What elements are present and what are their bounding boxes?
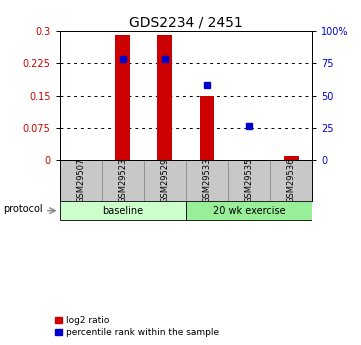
Legend: log2 ratio, percentile rank within the sample: log2 ratio, percentile rank within the s… — [55, 316, 219, 337]
Bar — [284, 156, 299, 160]
Text: GSM29535: GSM29535 — [245, 158, 253, 203]
Bar — [116, 35, 130, 160]
Bar — [200, 96, 214, 160]
Text: protocol: protocol — [4, 204, 43, 214]
Text: GSM29529: GSM29529 — [160, 158, 169, 203]
Text: GSM29523: GSM29523 — [118, 158, 127, 203]
Text: GSM29536: GSM29536 — [287, 158, 296, 203]
Text: GSM29507: GSM29507 — [76, 158, 85, 203]
Text: GSM29533: GSM29533 — [203, 158, 212, 203]
FancyBboxPatch shape — [60, 201, 186, 220]
Text: 20 wk exercise: 20 wk exercise — [213, 206, 286, 216]
FancyBboxPatch shape — [186, 201, 312, 220]
Text: baseline: baseline — [102, 206, 143, 216]
Title: GDS2234 / 2451: GDS2234 / 2451 — [129, 16, 243, 30]
Bar — [157, 35, 172, 160]
